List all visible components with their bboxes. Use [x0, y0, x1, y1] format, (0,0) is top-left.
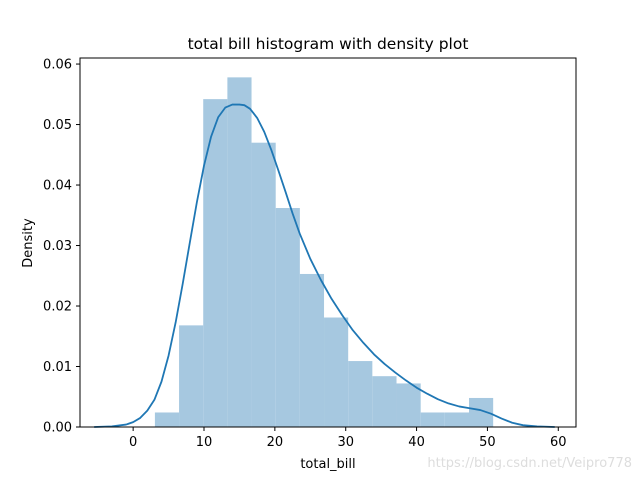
x-axis-ticks: 0 10 20 30 40 50 60 — [129, 427, 567, 450]
y-axis-ticks: 0.00 0.01 0.02 0.03 0.04 0.05 0.06 — [43, 58, 80, 436]
histogram-bar — [444, 412, 469, 427]
histogram-bar — [179, 325, 204, 427]
chart-title: total bill histogram with density plot — [188, 35, 469, 53]
histogram-bar — [372, 376, 397, 427]
histogram-bar — [324, 317, 349, 427]
y-tick-label: 0.05 — [43, 118, 72, 133]
y-tick-label: 0.03 — [43, 239, 72, 254]
watermark-text: https://blog.csdn.net/Veipro778 — [427, 456, 632, 471]
x-tick-label: 10 — [196, 435, 213, 450]
histogram-bar — [396, 383, 421, 427]
histogram-bar — [251, 142, 276, 427]
x-tick-label: 40 — [408, 435, 425, 450]
x-tick-label: 50 — [479, 435, 496, 450]
histogram-bar — [227, 77, 252, 428]
density-curve-layer — [94, 103, 555, 428]
histogram-bar — [154, 412, 180, 427]
x-tick-label: 0 — [129, 435, 137, 450]
histogram-bar — [203, 99, 228, 427]
histogram-bars — [154, 77, 494, 428]
histogram-bar — [348, 361, 373, 427]
y-tick-label: 0.00 — [43, 421, 72, 436]
y-tick-label: 0.04 — [43, 179, 72, 194]
y-tick-label: 0.06 — [43, 58, 72, 73]
x-axis-title: total_bill — [300, 457, 355, 472]
y-tick-label: 0.01 — [43, 360, 72, 375]
histogram-bar — [299, 273, 325, 427]
x-tick-label: 20 — [267, 435, 284, 450]
histogram-bar — [420, 412, 445, 427]
density-curve-line — [94, 103, 555, 428]
histogram-bar — [275, 208, 300, 427]
plot-frame — [79, 57, 577, 428]
x-tick-label: 30 — [337, 435, 354, 450]
y-axis-title: Density — [21, 218, 36, 268]
x-tick-label: 60 — [550, 435, 567, 450]
y-tick-label: 0.02 — [43, 300, 72, 315]
